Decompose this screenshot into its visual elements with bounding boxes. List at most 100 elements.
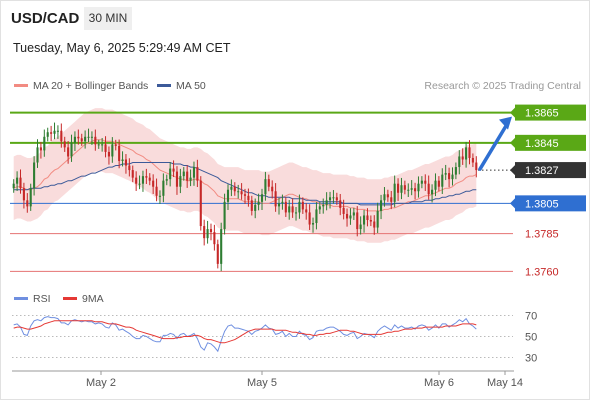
candle-body (189, 177, 192, 181)
candle-body (271, 186, 274, 192)
candle-body (260, 194, 264, 202)
ma50-label: MA 50 (176, 80, 206, 92)
candle-body (431, 189, 434, 195)
candle-body (305, 209, 308, 213)
candle-body (465, 147, 468, 160)
candle-body (410, 188, 413, 190)
candle-body (359, 224, 362, 230)
candle-body (444, 173, 447, 175)
candle-body (60, 130, 63, 142)
candle-body (46, 132, 49, 137)
candle-body (362, 215, 366, 225)
ma20-label: MA 20 + Bollinger Bands (33, 80, 149, 92)
candle-body (165, 179, 168, 181)
candle-body (39, 147, 42, 151)
candle-body (339, 200, 342, 208)
candle-body (356, 212, 359, 230)
candle-body (390, 197, 393, 202)
timeframe-badge[interactable]: 30 MIN (84, 7, 132, 30)
candle-body (199, 180, 202, 227)
candle-body (203, 226, 206, 239)
candle-body (80, 138, 83, 142)
candle-body (434, 180, 437, 190)
candle-body (22, 188, 25, 201)
candle-body (114, 144, 117, 146)
level-pointer-1.3805 (510, 198, 515, 209)
candle-body (169, 168, 172, 180)
candle-body (264, 179, 267, 195)
candle-body (397, 183, 400, 193)
candle-body (400, 185, 403, 193)
level-box-1.3865 (515, 104, 586, 121)
level-label-1.3760: 1.3760 (525, 266, 559, 278)
candle-body (403, 185, 406, 190)
rsi-line (13, 316, 477, 353)
candle-body (179, 176, 182, 187)
x-tick-label-0: May 2 (86, 377, 116, 389)
candle-body (294, 212, 298, 214)
candle-body (124, 159, 128, 166)
candle-body (226, 189, 230, 202)
level-box-1.3827 (515, 162, 586, 179)
candle-body (230, 186, 233, 190)
candle-body (247, 195, 250, 201)
candle-body (335, 197, 338, 201)
candle-body (332, 197, 335, 199)
candle-body (366, 215, 369, 220)
timestamp: Tuesday, May 6, 2025 5:29:49 AM CET (13, 41, 231, 55)
candle-body (407, 189, 410, 191)
candle-body (383, 194, 386, 201)
candle-body (424, 180, 427, 184)
forecast-arrow-shaft (478, 120, 510, 171)
candle-body (162, 180, 165, 196)
level-label-1.3805: 1.3805 (525, 198, 559, 210)
candle-body (352, 212, 355, 216)
candle-body (182, 171, 185, 177)
rsi-label: RSI (33, 293, 51, 305)
x-tick-label-3: May 14 (487, 377, 523, 389)
rsi-ma-label: 9MA (82, 293, 104, 305)
legend-ma20: MA 20 + Bollinger Bands (14, 80, 148, 92)
legend-ma50: MA 50 (157, 80, 206, 92)
x-tick-label-1: May 5 (247, 377, 277, 389)
candle-body (308, 212, 311, 225)
candle-body (152, 180, 155, 187)
candle-body (223, 201, 226, 230)
candle-body (291, 206, 294, 213)
candle-body (243, 194, 247, 196)
candle-body (461, 156, 464, 160)
candle-body (87, 136, 90, 138)
candle-body (135, 177, 138, 184)
candle-body (216, 244, 219, 264)
candle-body (158, 195, 162, 197)
candle-body (131, 170, 134, 178)
candle-body (386, 194, 389, 198)
level-box-1.3805 (515, 195, 586, 212)
candle-body (196, 167, 199, 181)
level-label-1.3845: 1.3845 (525, 138, 559, 150)
candle-body (417, 183, 420, 192)
candle-body (318, 206, 321, 210)
candle-body (220, 229, 223, 264)
candle-body (172, 168, 175, 172)
candle-body (315, 209, 318, 224)
candle-body (274, 191, 277, 207)
candle-body (281, 201, 284, 204)
candle-body (376, 210, 379, 228)
candle-body (29, 188, 32, 207)
candle-body (141, 176, 145, 184)
level-label-1.3827: 1.3827 (525, 165, 559, 177)
candle-body (451, 174, 454, 180)
candle-body (250, 200, 253, 211)
candle-body (420, 180, 423, 184)
candle-body (43, 136, 46, 151)
candle-body (97, 144, 100, 146)
candle-body (414, 188, 417, 192)
rsi-tick-70: 70 (525, 311, 537, 323)
candle-body (111, 144, 114, 157)
candle-body (209, 229, 213, 233)
candle-body (26, 200, 29, 207)
level-pointer-1.3827 (510, 165, 515, 176)
x-tick-label-2: May 6 (424, 377, 454, 389)
